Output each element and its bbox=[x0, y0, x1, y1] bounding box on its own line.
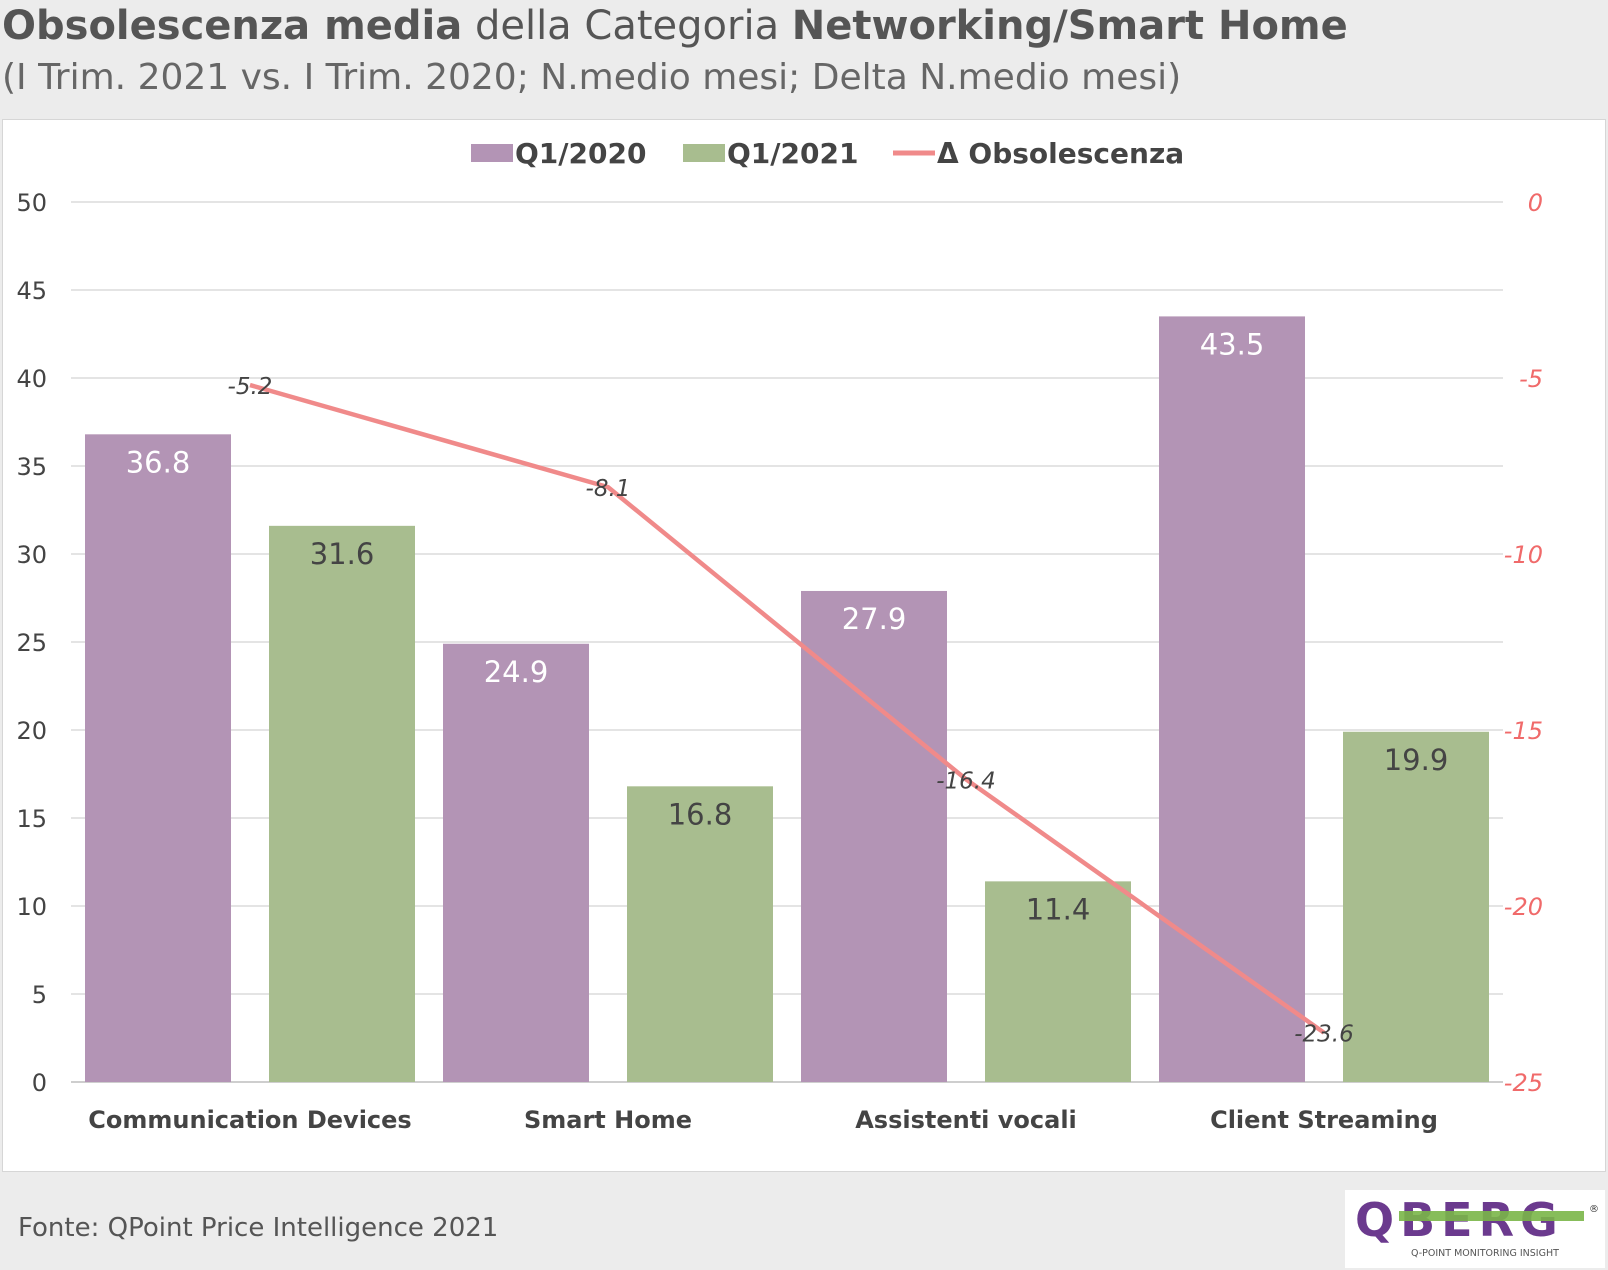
bar-data-label: 19.9 bbox=[1384, 743, 1449, 777]
qberg-logo-mark: QBERG®Q-POINT MONITORING INSIGHT bbox=[1355, 1193, 1599, 1259]
legend-label: Q1/2021 bbox=[727, 137, 858, 170]
bar-data-label: 43.5 bbox=[1200, 327, 1265, 361]
category-label: Smart Home bbox=[524, 1106, 692, 1134]
category-label: Client Streaming bbox=[1210, 1106, 1438, 1134]
left-axis-tick-label: 5 bbox=[32, 981, 47, 1009]
bar-q1-2021 bbox=[627, 786, 773, 1082]
bar-q1-2021 bbox=[269, 525, 415, 1082]
right-axis-tick-label: -20 bbox=[1504, 893, 1543, 921]
bar-q1-2020 bbox=[85, 434, 231, 1082]
logo-stripe bbox=[1399, 1211, 1584, 1221]
title-part-1: Obsolescenza media bbox=[2, 3, 463, 49]
bar-data-label: 16.8 bbox=[668, 797, 733, 831]
right-axis-tick-label: -10 bbox=[1504, 541, 1543, 569]
legend-item-3: Δ Obsolescenza bbox=[893, 137, 1184, 170]
source-note: Fonte: QPoint Price Intelligence 2021 bbox=[18, 1213, 499, 1243]
left-axis-tick-label: 35 bbox=[16, 453, 47, 481]
delta-data-label: -16.4 bbox=[936, 768, 996, 794]
chart-title: Obsolescenza media della Categoria Netwo… bbox=[2, 0, 1348, 52]
delta-line bbox=[249, 382, 1326, 1035]
left-axis-tick-label: 10 bbox=[16, 893, 47, 921]
bar-data-label: 24.9 bbox=[484, 655, 549, 689]
legend-item-1: Q1/2020 bbox=[471, 137, 646, 170]
bar-q1-2021 bbox=[985, 881, 1131, 1082]
left-axis-tick-label: 20 bbox=[16, 717, 47, 745]
right-axis-tick-label: -5 bbox=[1519, 365, 1543, 393]
legend-label: Q1/2020 bbox=[515, 137, 646, 170]
left-axis-tick-label: 50 bbox=[16, 189, 47, 217]
delta-data-label: -8.1 bbox=[586, 476, 631, 502]
bar-q1-2020 bbox=[1159, 316, 1305, 1082]
bar-data-label: 11.4 bbox=[1026, 892, 1091, 926]
delta-data-label: -23.6 bbox=[1294, 1022, 1354, 1048]
category-label: Communication Devices bbox=[88, 1106, 411, 1134]
right-axis-tick-label: -25 bbox=[1504, 1069, 1543, 1097]
left-axis-tick-label: 0 bbox=[32, 1069, 47, 1097]
bar-q1-2021 bbox=[1343, 731, 1489, 1082]
bar-data-label: 31.6 bbox=[310, 537, 375, 571]
bar-data-label: 27.9 bbox=[842, 602, 907, 636]
title-part-2: della Categoria bbox=[474, 3, 780, 49]
bar-q1-2020 bbox=[801, 590, 947, 1082]
chart-subtitle: (I Trim. 2021 vs. I Trim. 2020; N.medio … bbox=[2, 57, 1182, 98]
left-axis-tick-label: 25 bbox=[16, 629, 47, 657]
legend-swatch bbox=[471, 144, 513, 162]
qberg-logo: QBERG®Q-POINT MONITORING INSIGHT bbox=[1345, 1190, 1605, 1268]
right-axis-tick-label: -15 bbox=[1504, 717, 1543, 745]
legend-label: Δ Obsolescenza bbox=[937, 137, 1184, 170]
left-axis-tick-label: 45 bbox=[16, 277, 47, 305]
bar-data-label: 36.8 bbox=[126, 445, 191, 479]
right-axis-tick-label: 0 bbox=[1528, 189, 1543, 217]
category-label: Assistenti vocali bbox=[855, 1106, 1077, 1134]
chart-svg: 0 5 10 15 20 25 30 35 40 45 50 -25 -20 -15 -10 -5 0 36.8 3… bbox=[16, 137, 1543, 1134]
left-axis-tick-label: 15 bbox=[16, 805, 47, 833]
legend-swatch bbox=[683, 144, 725, 162]
delta-data-label: -5.2 bbox=[228, 374, 273, 400]
logo-tagline: Q-POINT MONITORING INSIGHT bbox=[1411, 1248, 1559, 1259]
left-axis-tick-label: 40 bbox=[16, 365, 47, 393]
bar-q1-2020 bbox=[443, 643, 589, 1082]
title-part-3: Networking/Smart Home bbox=[791, 3, 1348, 49]
chart-area: 0 5 10 15 20 25 30 35 40 45 50 -25 -20 -15 -10 -5 0 36.8 3… bbox=[2, 119, 1606, 1172]
logo-registered: ® bbox=[1589, 1204, 1599, 1215]
legend-item-2: Q1/2021 bbox=[683, 137, 858, 170]
title-block: Obsolescenza media della Categoria Netwo… bbox=[2, 0, 1348, 104]
left-axis-tick-label: 30 bbox=[16, 541, 47, 569]
